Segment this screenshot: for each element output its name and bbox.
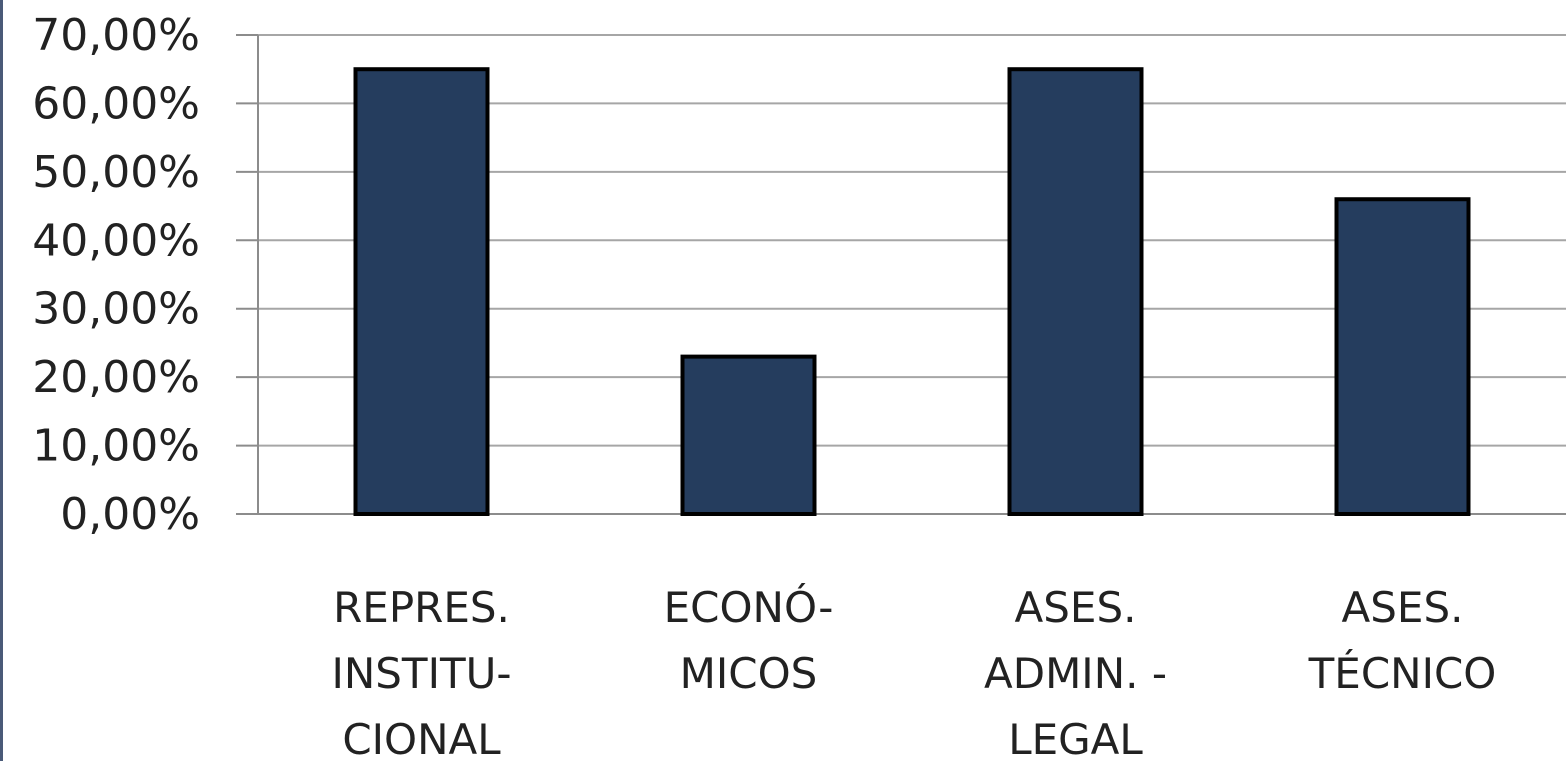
y-tick-label: 30,00% [32,284,200,335]
x-tick-label: MICOS [680,649,818,698]
x-tick-label: CIONAL [342,715,501,761]
bar [1334,197,1471,516]
x-tick-label: ADMIN. - [984,649,1167,698]
y-tick-label: 20,00% [32,352,200,403]
y-axis-tick-labels: 0,00% 10,00% 20,00% 30,00% 40,00% 50,00% 60,00… [32,10,200,540]
x-tick-label: TÉCNICO [1308,648,1497,698]
x-tick-label: ECONÓ- [664,582,834,632]
x-tick-label: ASES. [1015,583,1137,632]
bars [353,67,1471,516]
bar [353,67,490,516]
y-tick-label: 10,00% [32,421,200,472]
x-tick-label: ASES. [1342,583,1464,632]
y-tick-label: 50,00% [32,147,200,198]
x-axis-tick-labels: REPRES. INSTITU- CIONAL ECONÓ- MICOS ASES. ADM… [331,582,1496,761]
y-tick-label: 40,00% [32,215,200,266]
y-tick-label: 0,00% [60,489,200,540]
x-tick-label: LEGAL [1008,715,1143,761]
bar [1007,67,1144,516]
x-tick-label: INSTITU- [331,649,511,698]
bar [680,354,817,516]
y-tick-label: 70,00% [32,10,200,61]
x-tick-label: REPRES. [333,583,510,632]
y-tick-label: 60,00% [32,78,200,129]
